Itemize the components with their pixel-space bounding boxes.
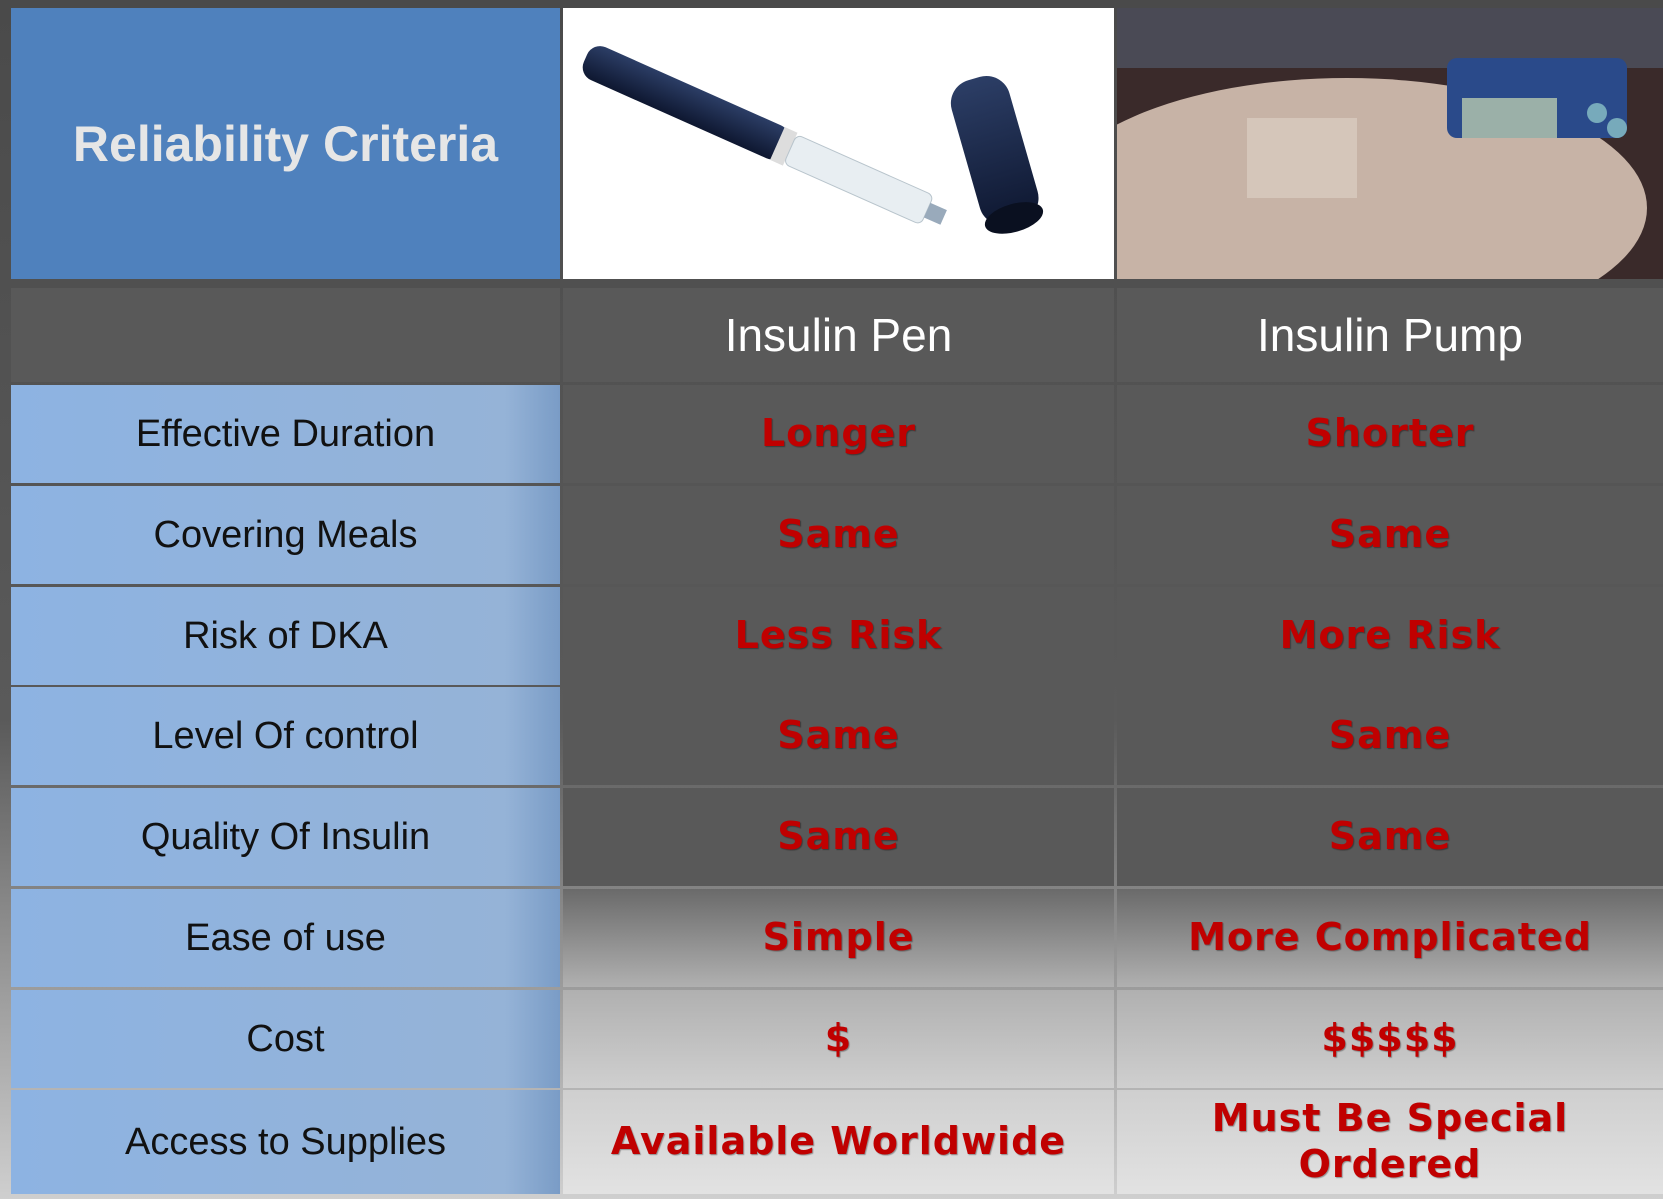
value-cell: Longer <box>563 385 1114 483</box>
criterion: Level Of control <box>11 687 560 785</box>
criterion-text: Quality Of Insulin <box>140 815 431 858</box>
criterion: Covering Meals <box>11 486 560 584</box>
title: Reliability Criteria <box>72 115 499 172</box>
value-cell-text: Available Worldwide <box>610 1119 1067 1164</box>
value-cell-text: Longer <box>760 411 917 456</box>
criterion-text: Risk of DKA <box>183 614 388 657</box>
column-header: Insulin Pump <box>1117 288 1663 382</box>
value-cell-text: Same <box>777 713 900 758</box>
value-cell: Must Be Special Ordered <box>1117 1090 1663 1194</box>
value-cell: Same <box>1117 788 1663 886</box>
value-cell-text: $$$$$ <box>1321 1016 1459 1061</box>
value-cell-text: Same <box>777 814 900 859</box>
value-cell-text: Shorter <box>1305 411 1475 456</box>
value-cell-text: $ <box>824 1016 853 1061</box>
criterion: Risk of DKA <box>11 587 560 685</box>
criterion-text: Ease of use <box>185 916 386 959</box>
value-cell: Simple <box>563 889 1114 987</box>
value-cell: Less Risk <box>563 587 1114 685</box>
criterion: Ease of use <box>11 889 560 987</box>
criterion-text: Effective Duration <box>135 412 436 455</box>
value-cell-text: Same <box>1328 814 1452 859</box>
value-cell: Same <box>563 486 1114 584</box>
value-cell: Same <box>563 687 1114 785</box>
value-cell: Available Worldwide <box>563 1090 1114 1194</box>
pump-image <box>1117 8 1663 279</box>
value-cell: $$$$$ <box>1117 990 1663 1088</box>
column-header: Insulin Pen <box>563 288 1114 382</box>
criterion-text: Level Of control <box>152 714 419 757</box>
title-cell: Reliability Criteria <box>11 8 560 279</box>
criterion: Quality Of Insulin <box>11 788 560 886</box>
value-cell: Same <box>1117 486 1663 584</box>
corner-cell <box>11 288 560 382</box>
value-cell-text: Same <box>1328 512 1452 557</box>
value-cell: $ <box>563 990 1114 1088</box>
criterion-text: Cost <box>246 1017 325 1060</box>
criterion: Access to Supplies <box>11 1090 560 1194</box>
column-header-text: Insulin Pen <box>724 309 953 361</box>
value-cell: More Risk <box>1117 587 1663 685</box>
pump-drawing <box>1117 8 1663 279</box>
pen-image <box>563 8 1114 279</box>
value-cell: More Complicated <box>1117 889 1663 987</box>
criterion: Effective Duration <box>11 385 560 483</box>
value-cell: Shorter <box>1117 385 1663 483</box>
value-cell-text: Same <box>777 512 900 557</box>
criterion-text: Access to Supplies <box>124 1120 447 1163</box>
criterion: Cost <box>11 990 560 1088</box>
value-cell-text: Same <box>1328 713 1452 758</box>
value-cell: Same <box>563 788 1114 886</box>
value-cell-text: Must Be Special Ordered <box>1211 1096 1569 1186</box>
value-cell: Same <box>1117 687 1663 785</box>
pen-drawing <box>582 46 1044 234</box>
criterion-text: Covering Meals <box>153 513 418 556</box>
value-cell-text: Less Risk <box>734 613 943 658</box>
value-cell-text: More Risk <box>1279 613 1501 658</box>
column-header-text: Insulin Pump <box>1257 309 1523 361</box>
value-cell-text: More Complicated <box>1188 915 1592 960</box>
value-cell-text: Simple <box>762 915 915 960</box>
